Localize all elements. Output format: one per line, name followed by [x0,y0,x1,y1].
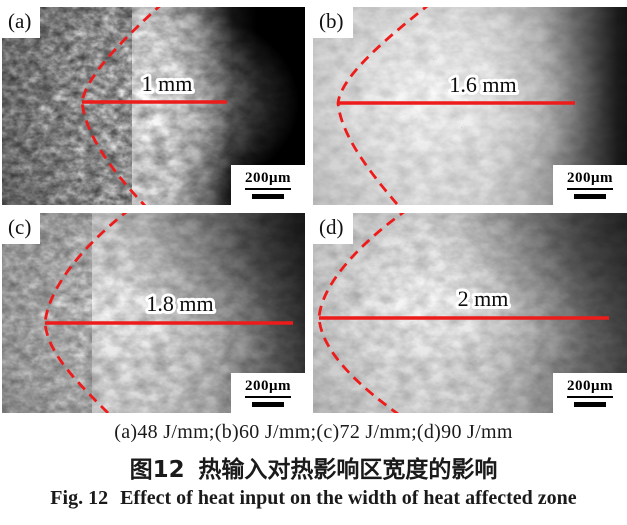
micrograph-panel-b: 1.6 mm (b) 200μm [313,7,627,205]
haz-annotation-c: 1.8 mm [43,213,293,413]
haz-width-value: 1.6 mm [449,72,516,97]
caption-title-zh: 热输入对热影响区宽度的影响 [198,457,498,483]
subcaption-heat-inputs: (a)48 J/mm;(b)60 J/mm;(c)72 J/mm;(d)90 J… [114,421,513,443]
scale-bar-line [252,402,284,407]
scale-bar-line [574,402,606,407]
micrograph-panel-c: 1.8 mm (c) 200μm [2,213,305,413]
caption-zh: 图12 热输入对热影响区宽度的影响 [0,450,627,484]
panel-letter-label: (d) [313,213,353,245]
scale-bar-text: 200μm [245,378,291,398]
scale-bar-line [252,194,284,199]
micrograph-panel-a: 1 mm (a) 200μm [2,7,305,205]
haz-boundary-curve [80,7,161,205]
panel-letter-text: (c) [8,215,32,239]
scale-bar: 200μm [231,165,305,205]
haz-boundary-curve [43,213,128,413]
panel-letter-label: (a) [2,7,41,39]
caption-en: Fig. 12 Effect of heat input on the width… [0,487,627,510]
figure-number-en: Fig. 12 [50,487,109,509]
scale-bar: 200μm [553,373,627,413]
haz-annotation-a: 1 mm [80,7,227,205]
haz-annotation-d: 2 mm [317,213,609,413]
scale-bar-text: 200μm [567,170,613,190]
scale-bar-text: 200μm [245,170,291,190]
panel-letter-label: (c) [2,213,41,245]
micrograph-image-a: 1 mm [2,7,305,205]
micrograph-image-b: 1.6 mm [313,7,627,205]
scale-bar: 200μm [231,373,305,413]
scale-bar: 200μm [553,165,627,205]
scale-bar-line [574,194,606,199]
haz-width-value: 1 mm [142,71,193,96]
panel-letter-label: (b) [313,7,353,39]
micrograph-panel-d: 2 mm (d) 200μm [313,213,627,413]
haz-annotation-b: 1.6 mm [336,7,575,205]
panel-letter-text: (d) [319,215,344,239]
haz-boundary-curve [317,213,405,413]
haz-width-value: 2 mm [458,286,509,311]
caption-title-en: Effect of heat input on the width of hea… [120,487,577,509]
scale-bar-text: 200μm [567,378,613,398]
figure-number-zh: 图12 [129,457,185,483]
haz-width-value: 1.8 mm [146,291,213,316]
panel-letter-text: (b) [319,9,344,33]
panel-letter-text: (a) [8,9,32,33]
